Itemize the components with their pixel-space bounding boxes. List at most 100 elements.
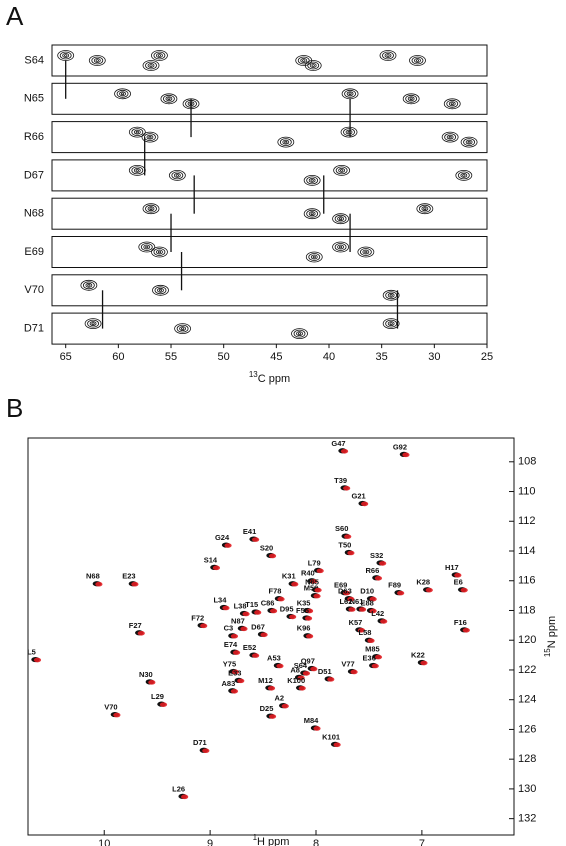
contour [443, 98, 461, 110]
peak [344, 595, 355, 602]
peak-label: T39 [334, 476, 347, 485]
contour [133, 129, 141, 135]
contour [146, 134, 154, 140]
contour [95, 59, 99, 62]
peak-label: F55 [296, 606, 309, 615]
peak-label: E52 [243, 643, 256, 652]
peak-spectrum-2 [347, 596, 355, 602]
peak-label: D25 [260, 704, 274, 713]
peak-label: V77 [341, 659, 354, 668]
peak-label: A53 [267, 653, 281, 662]
peak-spectrum-2 [254, 610, 262, 615]
contour [91, 322, 95, 325]
contour [154, 286, 167, 295]
contour [467, 140, 471, 144]
peak-label: K28 [416, 578, 430, 587]
peak [210, 564, 221, 571]
contour [144, 133, 156, 142]
contour-peak [152, 284, 169, 296]
contour [89, 321, 97, 327]
peak-label: L29 [151, 692, 164, 701]
peak-spectrum-2 [350, 669, 358, 675]
plot-frame [27, 437, 515, 836]
x-tick-label: 9 [207, 838, 213, 846]
contour [421, 206, 429, 212]
contour [310, 179, 314, 182]
contour [116, 89, 129, 98]
peak-spectrum-2 [371, 663, 379, 669]
contour [340, 126, 358, 138]
peak-spectrum-2 [348, 607, 356, 612]
contour [357, 246, 375, 258]
peak-spectrum-2 [137, 630, 145, 636]
peak [310, 593, 321, 599]
peak-spectrum-2 [181, 794, 189, 800]
peak-spectrum-2 [302, 671, 311, 676]
contour [465, 139, 473, 145]
peak [364, 637, 375, 644]
peak [178, 793, 189, 800]
contour-peak [340, 126, 358, 138]
contour [337, 244, 344, 250]
contour [338, 217, 343, 221]
contour [359, 248, 372, 256]
peak-spectrum-2 [232, 650, 241, 655]
strip-frame [51, 159, 488, 192]
contour [119, 91, 126, 97]
contour [80, 279, 98, 291]
contour-peak [114, 88, 131, 100]
peak-label: D95 [280, 604, 294, 613]
contour [462, 174, 466, 177]
peak [340, 485, 351, 491]
contour [304, 60, 322, 71]
contour [379, 50, 397, 61]
x-tick-label: 65 [60, 351, 72, 363]
peak [303, 607, 314, 614]
contour-peak [291, 328, 308, 340]
contour-peak [168, 169, 186, 181]
peak-spectrum-2 [268, 553, 277, 559]
contour [446, 99, 459, 108]
contour-peak [138, 241, 156, 253]
contour [300, 58, 308, 63]
contour [441, 131, 459, 143]
peak [157, 701, 168, 707]
contour [151, 50, 168, 61]
contour [307, 61, 320, 70]
contour [385, 319, 398, 328]
x-tick-label: 55 [165, 351, 177, 363]
contour-peak [128, 164, 146, 176]
contour [345, 129, 353, 135]
x-axis-title-text: H ppm [257, 836, 289, 846]
contour-peak [416, 203, 434, 215]
x-axis-title-text: C ppm [258, 373, 290, 385]
contour [152, 284, 169, 296]
x-tick-label: 35 [376, 351, 388, 363]
contour [387, 292, 395, 298]
peak [145, 679, 156, 685]
contour [157, 54, 162, 57]
peak [417, 659, 428, 666]
peak [372, 653, 383, 660]
peak [265, 685, 276, 691]
peak [344, 549, 355, 556]
peak [294, 674, 305, 681]
contour [296, 331, 303, 337]
contour [389, 293, 393, 297]
contour [333, 164, 351, 176]
contour [338, 245, 343, 249]
strip-frame [51, 82, 488, 115]
contour [297, 332, 302, 335]
peak [460, 627, 470, 633]
contour-peak [402, 93, 420, 105]
peak-label: A8 [290, 665, 300, 674]
strip-frame [51, 197, 488, 230]
peak-spectrum-2 [374, 654, 383, 660]
contour [128, 126, 146, 138]
contour [384, 53, 392, 58]
peak-spectrum-2 [402, 452, 410, 458]
peak-spectrum-2 [462, 628, 470, 633]
contour [131, 128, 144, 137]
contour [334, 243, 347, 251]
peak [274, 595, 285, 602]
